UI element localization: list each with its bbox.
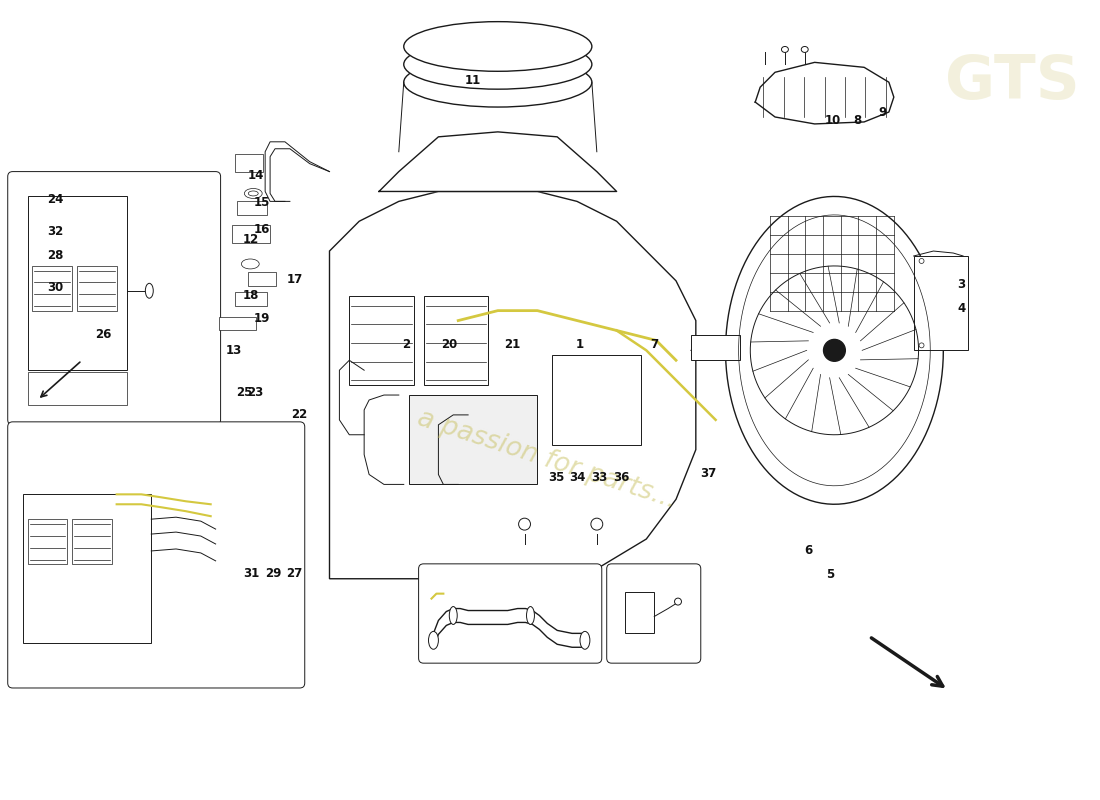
Bar — [691, 335, 740, 360]
Text: 24: 24 — [47, 194, 63, 206]
Text: 34: 34 — [570, 471, 586, 484]
Bar — [409, 395, 538, 485]
Text: 3: 3 — [957, 278, 965, 291]
Bar — [350, 296, 414, 385]
Text: 6: 6 — [804, 545, 813, 558]
Text: 33: 33 — [592, 471, 607, 484]
Text: 4: 4 — [957, 302, 966, 315]
Text: 26: 26 — [95, 328, 111, 342]
Bar — [625, 592, 654, 634]
Text: 35: 35 — [548, 471, 564, 484]
Bar — [77, 266, 117, 310]
Bar — [914, 256, 968, 350]
Bar — [28, 519, 67, 564]
Text: 14: 14 — [248, 170, 264, 182]
Text: 22: 22 — [290, 408, 307, 421]
Bar — [23, 494, 152, 643]
Bar — [219, 317, 256, 330]
FancyBboxPatch shape — [8, 171, 221, 425]
Bar — [28, 372, 126, 405]
Text: 31: 31 — [243, 566, 260, 580]
Ellipse shape — [674, 598, 682, 605]
Polygon shape — [330, 191, 696, 578]
Bar — [249, 272, 276, 286]
FancyBboxPatch shape — [8, 422, 305, 688]
Text: 1: 1 — [576, 338, 584, 351]
Text: GTS: GTS — [945, 53, 1080, 112]
Text: 11: 11 — [465, 74, 482, 87]
Ellipse shape — [145, 283, 153, 298]
Ellipse shape — [241, 259, 260, 269]
Bar — [424, 296, 488, 385]
Bar — [28, 197, 126, 370]
Text: 21: 21 — [504, 338, 520, 351]
Text: 13: 13 — [226, 344, 242, 358]
FancyBboxPatch shape — [607, 564, 701, 663]
Text: 27: 27 — [286, 566, 302, 580]
Text: 30: 30 — [47, 281, 63, 294]
Bar — [33, 266, 73, 310]
Bar — [232, 226, 271, 243]
Polygon shape — [756, 62, 894, 124]
Ellipse shape — [527, 606, 535, 625]
Text: 5: 5 — [826, 568, 835, 582]
Text: 9: 9 — [879, 106, 887, 119]
Text: 12: 12 — [243, 233, 260, 246]
Text: 7: 7 — [650, 338, 658, 351]
Ellipse shape — [580, 631, 590, 650]
Bar — [235, 154, 263, 171]
Ellipse shape — [449, 606, 458, 625]
Ellipse shape — [404, 58, 592, 107]
Text: 17: 17 — [286, 273, 302, 286]
Ellipse shape — [591, 518, 603, 530]
Text: 15: 15 — [254, 197, 271, 210]
Text: 36: 36 — [613, 471, 629, 484]
Text: 28: 28 — [47, 249, 63, 262]
Bar — [235, 292, 267, 306]
Ellipse shape — [249, 191, 258, 196]
Ellipse shape — [404, 39, 592, 89]
FancyBboxPatch shape — [419, 564, 602, 663]
Ellipse shape — [518, 518, 530, 530]
Text: 19: 19 — [254, 313, 271, 326]
Ellipse shape — [781, 46, 789, 53]
Ellipse shape — [244, 189, 262, 198]
Bar — [238, 202, 267, 215]
Ellipse shape — [920, 258, 924, 263]
Text: 2: 2 — [402, 338, 410, 351]
Text: 23: 23 — [248, 386, 264, 398]
Text: 29: 29 — [265, 566, 282, 580]
Polygon shape — [726, 197, 944, 504]
Text: 25: 25 — [236, 386, 253, 398]
Ellipse shape — [920, 343, 924, 348]
Text: 8: 8 — [854, 114, 861, 127]
Bar — [552, 355, 641, 445]
Text: 32: 32 — [47, 225, 63, 238]
Text: 37: 37 — [701, 466, 716, 479]
Polygon shape — [379, 132, 617, 191]
Ellipse shape — [404, 22, 592, 71]
Text: 10: 10 — [825, 114, 840, 127]
Text: 20: 20 — [441, 338, 458, 351]
Ellipse shape — [801, 46, 808, 53]
Ellipse shape — [429, 631, 439, 650]
Bar — [73, 519, 112, 564]
Ellipse shape — [824, 339, 845, 362]
Text: 18: 18 — [243, 289, 260, 302]
Text: 16: 16 — [254, 223, 271, 237]
Text: a passion for parts...: a passion for parts... — [415, 406, 680, 514]
